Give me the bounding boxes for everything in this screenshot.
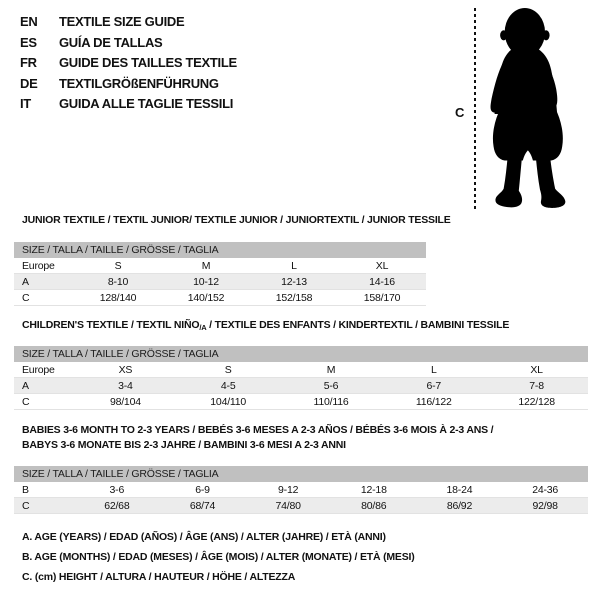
row-label: C bbox=[14, 497, 74, 514]
table-cell: 3-6 bbox=[74, 482, 160, 498]
table-cell: 3-4 bbox=[74, 377, 177, 394]
measure-label-c: C bbox=[455, 105, 465, 120]
table-cell: L bbox=[250, 258, 338, 274]
language-label: GUIDE DES TAILLES TEXTILE bbox=[59, 55, 237, 71]
language-code: EN bbox=[20, 14, 38, 29]
table-cell: XL bbox=[338, 258, 426, 274]
language-code: DE bbox=[20, 75, 38, 91]
row-label: C bbox=[14, 393, 74, 410]
table-cell: 86/92 bbox=[416, 497, 503, 514]
table-cell: 128/140 bbox=[74, 289, 162, 306]
children-title-post: / TEXTILE DES ENFANTS / KINDERTEXTIL / B… bbox=[206, 319, 510, 331]
table-cell: 74/80 bbox=[245, 497, 331, 514]
children-title-pre: CHILDREN'S TEXTILE / TEXTIL NIÑO bbox=[22, 319, 200, 331]
table-cell: 80/86 bbox=[330, 497, 417, 514]
footnotes: A. AGE (YEARS) / EDAD (AÑOS) / ÂGE (ANS)… bbox=[22, 527, 415, 587]
language-code: IT bbox=[20, 96, 31, 112]
language-label: GUÍA DE TALLAS bbox=[59, 34, 163, 50]
table-cell: 110/116 bbox=[279, 393, 383, 410]
table-cell: 9-12 bbox=[245, 482, 331, 498]
table-cell: M bbox=[279, 362, 383, 378]
language-label: GUIDA ALLE TAGLIE TESSILI bbox=[59, 96, 234, 112]
children-section-title: CHILDREN'S TEXTILE / TEXTIL NIÑO/A / TEX… bbox=[22, 318, 509, 335]
language-row: FR GUIDE DES TAILLES TEXTILE bbox=[20, 53, 237, 74]
table-cell: XL bbox=[485, 362, 588, 378]
toddler-silhouette-icon bbox=[490, 8, 566, 208]
table-cell: 24-36 bbox=[502, 482, 588, 498]
language-label: TEXTILE SIZE GUIDE bbox=[59, 14, 185, 29]
table-row: C 98/104 104/110 110/116 116/122 122/128 bbox=[14, 393, 588, 410]
table-row: Europe XS S M L XL bbox=[14, 362, 588, 378]
children-table: SIZE / TALLA / TAILLE / GRÖSSE / TAGLIA … bbox=[14, 346, 588, 410]
table-row: C 128/140 140/152 152/158 158/170 bbox=[14, 289, 426, 306]
language-label: TEXTILGRÖßENFÜHRUNG bbox=[59, 75, 219, 91]
table-cell: 104/110 bbox=[176, 393, 280, 410]
babies-section-title: BABIES 3-6 MONTH TO 2-3 YEARS / BEBÉS 3-… bbox=[22, 423, 494, 453]
children-title-sub: /A bbox=[199, 323, 207, 332]
table-cell: S bbox=[74, 258, 162, 274]
junior-table: SIZE / TALLA / TAILLE / GRÖSSE / TAGLIA … bbox=[14, 242, 426, 306]
table-cell: 116/122 bbox=[382, 393, 486, 410]
table-cell: 4-5 bbox=[176, 377, 280, 394]
language-row: IT GUIDA ALLE TAGLIE TESSILI bbox=[20, 94, 237, 115]
footnote-a: A. AGE (YEARS) / EDAD (AÑOS) / ÂGE (ANS)… bbox=[22, 531, 386, 543]
table-cell: 140/152 bbox=[162, 289, 250, 306]
table-cell: L bbox=[382, 362, 486, 378]
table-cell: 62/68 bbox=[74, 497, 160, 514]
babies-title-line2: BABYS 3-6 MONATE BIS 2-3 JAHRE / BAMBINI… bbox=[22, 439, 346, 451]
language-row: EN TEXTILE SIZE GUIDE bbox=[20, 12, 237, 33]
table-cell: 14-16 bbox=[338, 273, 426, 290]
table-cell: 6-9 bbox=[159, 482, 246, 498]
row-label: B bbox=[14, 482, 74, 498]
table-cell: 12-18 bbox=[330, 482, 417, 498]
table-row: B 3-6 6-9 9-12 12-18 18-24 24-36 bbox=[14, 482, 588, 498]
table-cell: S bbox=[176, 362, 280, 378]
junior-section-title: JUNIOR TEXTILE / TEXTIL JUNIOR/ TEXTILE … bbox=[22, 214, 451, 226]
language-code: FR bbox=[20, 55, 37, 71]
row-label: A bbox=[14, 273, 74, 290]
footnote-c: C. (cm) HEIGHT / ALTURA / HAUTEUR / HÖHE… bbox=[22, 571, 296, 583]
babies-size-header-bar: SIZE / TALLA / TAILLE / GRÖSSE / TAGLIA bbox=[14, 466, 588, 482]
table-row: Europe S M L XL bbox=[14, 258, 426, 274]
children-size-header-bar: SIZE / TALLA / TAILLE / GRÖSSE / TAGLIA bbox=[14, 346, 588, 362]
row-label: Europe bbox=[14, 362, 74, 378]
table-cell: 92/98 bbox=[502, 497, 588, 514]
language-row: DE TEXTILGRÖßENFÜHRUNG bbox=[20, 74, 237, 95]
footnote-b: B. AGE (MONTHS) / EDAD (MESES) / ÂGE (MO… bbox=[22, 551, 415, 563]
table-cell: 10-12 bbox=[162, 273, 250, 290]
table-cell: 5-6 bbox=[279, 377, 383, 394]
table-cell: 6-7 bbox=[382, 377, 486, 394]
table-row: C 62/68 68/74 74/80 80/86 86/92 92/98 bbox=[14, 497, 588, 514]
babies-title-line1: BABIES 3-6 MONTH TO 2-3 YEARS / BEBÉS 3-… bbox=[22, 424, 494, 436]
height-measure-dotted-line bbox=[474, 8, 476, 210]
language-code: ES bbox=[20, 34, 37, 50]
row-label: C bbox=[14, 289, 74, 306]
language-row: ES GUÍA DE TALLAS bbox=[20, 33, 237, 54]
table-cell: 68/74 bbox=[159, 497, 246, 514]
junior-size-header-bar: SIZE / TALLA / TAILLE / GRÖSSE / TAGLIA bbox=[14, 242, 426, 258]
row-label: A bbox=[14, 377, 74, 394]
table-cell: 8-10 bbox=[74, 273, 162, 290]
table-row: A 3-4 4-5 5-6 6-7 7-8 bbox=[14, 377, 588, 394]
table-cell: 98/104 bbox=[74, 393, 177, 410]
language-list: EN TEXTILE SIZE GUIDE ES GUÍA DE TALLAS … bbox=[20, 12, 237, 115]
row-label: Europe bbox=[14, 258, 74, 274]
table-cell: 122/128 bbox=[485, 393, 588, 410]
table-cell: 18-24 bbox=[416, 482, 503, 498]
table-cell: 158/170 bbox=[338, 289, 426, 306]
table-cell: 12-13 bbox=[250, 273, 338, 290]
table-cell: 152/158 bbox=[250, 289, 338, 306]
table-cell: M bbox=[162, 258, 250, 274]
table-cell: XS bbox=[74, 362, 177, 378]
table-cell: 7-8 bbox=[485, 377, 588, 394]
babies-table: SIZE / TALLA / TAILLE / GRÖSSE / TAGLIA … bbox=[14, 466, 588, 514]
table-row: A 8-10 10-12 12-13 14-16 bbox=[14, 273, 426, 290]
